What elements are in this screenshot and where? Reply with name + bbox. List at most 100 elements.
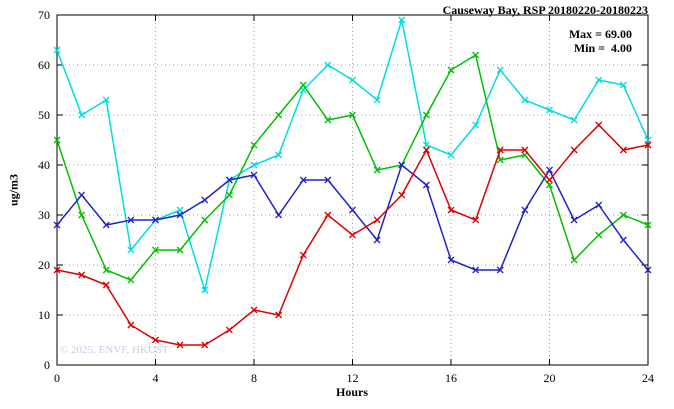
x-tick-label: 12 xyxy=(347,371,359,385)
x-tick-label: 16 xyxy=(445,371,457,385)
data-point-marker xyxy=(78,191,86,199)
y-tick-label: 70 xyxy=(38,8,50,22)
watermark: © 2025, ENVF, HKUST xyxy=(60,344,169,356)
data-point-marker xyxy=(225,326,233,334)
data-point-marker xyxy=(595,201,603,209)
data-point-marker xyxy=(201,216,209,224)
data-point-marker xyxy=(201,341,209,349)
data-point-marker xyxy=(102,221,110,229)
data-point-marker xyxy=(546,181,553,189)
data-point-marker xyxy=(644,266,652,274)
y-tick-label: 10 xyxy=(38,308,50,322)
data-point-marker xyxy=(521,206,529,214)
data-point-marker xyxy=(176,206,184,214)
data-point-marker xyxy=(102,96,110,104)
data-point-marker xyxy=(324,211,332,219)
data-point-marker xyxy=(152,246,159,254)
data-point-marker xyxy=(299,176,307,184)
data-point-marker xyxy=(250,171,258,179)
data-point-marker xyxy=(201,286,209,294)
series-line-day-3-blue xyxy=(56,163,649,271)
data-point-marker xyxy=(299,251,307,259)
data-point-marker xyxy=(546,106,553,114)
data-point-marker xyxy=(78,111,86,119)
data-point-marker xyxy=(398,191,406,199)
data-point-marker xyxy=(521,96,529,104)
data-point-marker xyxy=(78,271,86,279)
data-point-marker xyxy=(644,141,652,149)
data-point-marker xyxy=(447,151,455,159)
data-point-marker xyxy=(152,216,159,224)
data-point-marker xyxy=(250,306,258,314)
annotation-min: Min = 4.00 xyxy=(573,41,632,55)
data-point-marker xyxy=(324,61,332,69)
y-tick-label: 50 xyxy=(38,108,50,122)
data-point-marker xyxy=(422,146,430,154)
data-point-marker xyxy=(78,211,86,219)
data-point-marker xyxy=(595,121,603,129)
data-point-marker xyxy=(275,311,283,319)
data-point-marker xyxy=(422,181,430,189)
data-point-marker xyxy=(644,221,652,229)
data-point-marker xyxy=(225,176,233,184)
data-point-marker xyxy=(152,336,159,344)
data-point-marker xyxy=(373,236,381,244)
data-point-marker xyxy=(373,166,381,174)
data-point-marker xyxy=(496,66,504,74)
data-point-marker xyxy=(349,231,356,239)
y-tick-label: 20 xyxy=(38,258,50,272)
data-point-marker xyxy=(496,156,504,164)
data-point-marker xyxy=(595,76,603,84)
x-tick-label: 8 xyxy=(251,371,257,385)
data-point-marker xyxy=(521,146,529,154)
data-point-marker xyxy=(324,116,332,124)
data-point-marker xyxy=(324,176,332,184)
data-point-marker xyxy=(225,191,233,199)
y-tick-label: 0 xyxy=(44,358,50,372)
data-point-marker xyxy=(496,146,504,154)
data-point-marker xyxy=(398,161,406,169)
data-point-marker xyxy=(349,76,356,84)
y-tick-label: 60 xyxy=(38,58,50,72)
data-point-marker xyxy=(472,51,480,59)
data-point-marker xyxy=(53,221,61,229)
chart-title: Causeway Bay, RSP 20180220-20180223 xyxy=(442,3,648,17)
y-tick-label: 40 xyxy=(38,158,50,172)
data-point-marker xyxy=(275,111,283,119)
data-point-marker xyxy=(447,256,455,264)
data-point-marker xyxy=(619,81,627,89)
x-tick-label: 4 xyxy=(153,371,159,385)
data-point-marker xyxy=(102,266,110,274)
data-point-marker xyxy=(422,111,430,119)
x-axis-label: Hours xyxy=(335,385,369,399)
data-point-marker xyxy=(570,256,578,264)
data-point-marker xyxy=(546,166,553,174)
data-point-marker xyxy=(275,151,283,159)
data-point-marker xyxy=(250,161,258,169)
data-point-marker xyxy=(53,266,61,274)
x-tick-label: 20 xyxy=(544,371,556,385)
data-point-marker xyxy=(570,146,578,154)
x-tick-label: 24 xyxy=(642,371,654,385)
data-point-marker xyxy=(127,276,135,284)
data-point-marker xyxy=(349,111,356,119)
data-point-marker xyxy=(619,146,627,154)
data-point-marker xyxy=(127,246,135,254)
data-point-marker xyxy=(373,96,381,104)
data-point-marker xyxy=(595,231,603,239)
data-point-marker xyxy=(299,81,307,89)
data-point-marker xyxy=(102,281,110,289)
data-point-marker xyxy=(398,16,406,24)
data-point-marker xyxy=(176,246,184,254)
data-point-marker xyxy=(619,211,627,219)
annotation-max: Max = 69.00 xyxy=(568,27,632,41)
data-point-marker xyxy=(570,116,578,124)
data-point-marker xyxy=(373,216,381,224)
data-point-marker xyxy=(349,206,356,214)
data-point-marker xyxy=(250,141,258,149)
data-point-marker xyxy=(619,236,627,244)
data-point-marker xyxy=(570,216,578,224)
data-point-marker xyxy=(496,266,504,274)
data-point-marker xyxy=(127,321,135,329)
